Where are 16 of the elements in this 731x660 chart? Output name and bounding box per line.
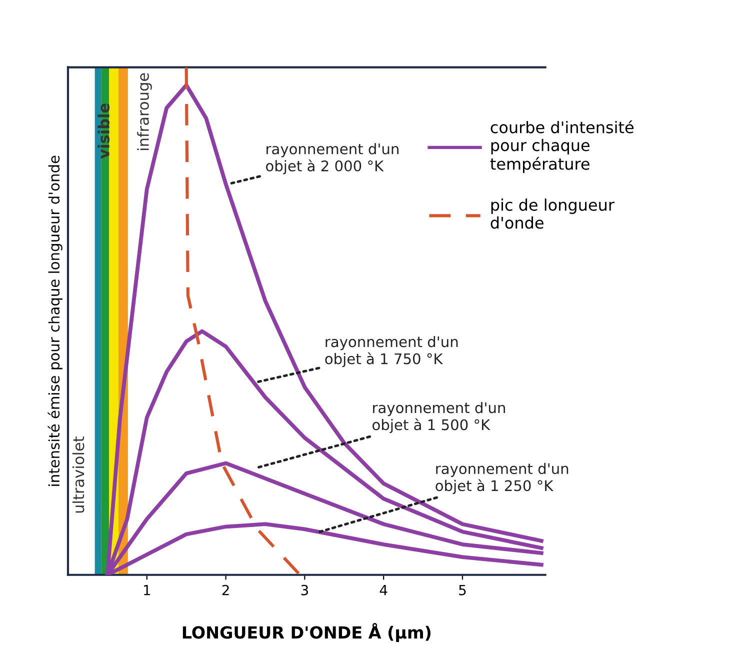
x-tick-label: 2 xyxy=(222,584,229,596)
annotation: rayonnement d'un objet à 2 000 °K xyxy=(266,143,398,174)
annotation: ultraviolet xyxy=(72,436,84,513)
x-tick-label: 1 xyxy=(144,585,150,596)
x-tick-label: 4 xyxy=(380,585,388,596)
x-tick-label: 3 xyxy=(301,584,308,596)
annotation: rayonnement d'un objet à 1 750 °K xyxy=(325,336,458,368)
legend-label: courbe d'intensité pour chaque température xyxy=(490,120,634,173)
legend-label: pic de longueur d'onde xyxy=(490,198,614,229)
annotation: infrarouge xyxy=(137,73,152,150)
y-axis-title: intensité émise pour chaque longueur d'onde xyxy=(48,156,62,486)
annotation: rayonnement d'un objet à 1 500 °K xyxy=(372,402,505,434)
band-label: visible xyxy=(98,104,110,159)
x-axis-title: LONGUEUR D'ONDE Å (µm) xyxy=(182,623,430,642)
x-tick-label: 5 xyxy=(459,585,466,596)
annotation: rayonnement d'un objet à 1 250 °K xyxy=(436,462,568,494)
